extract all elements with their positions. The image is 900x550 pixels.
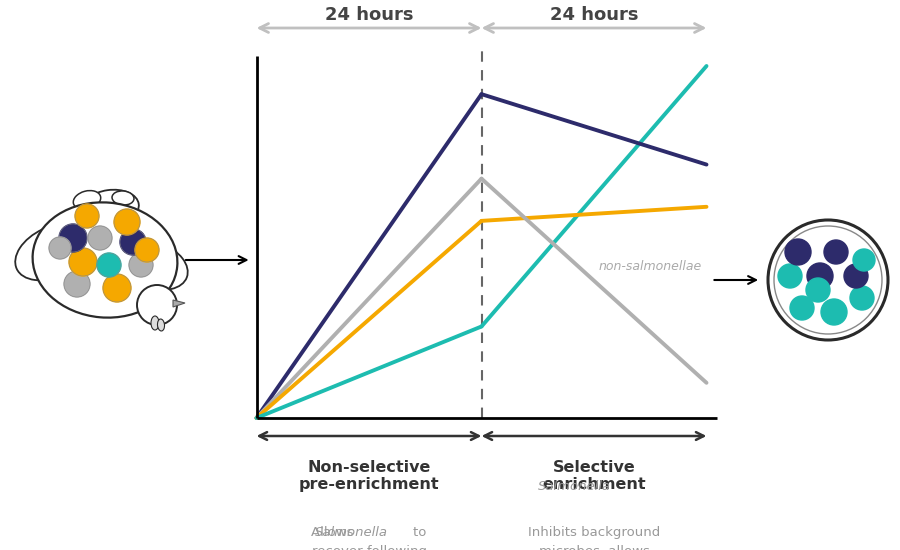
Ellipse shape bbox=[73, 191, 101, 210]
Text: Non-selective
pre-enrichment: Non-selective pre-enrichment bbox=[299, 460, 439, 492]
Circle shape bbox=[821, 299, 847, 325]
Text: 24 hours: 24 hours bbox=[325, 6, 413, 24]
Circle shape bbox=[785, 239, 811, 265]
Circle shape bbox=[64, 271, 90, 297]
Circle shape bbox=[103, 274, 131, 302]
Ellipse shape bbox=[15, 224, 91, 280]
Polygon shape bbox=[173, 300, 185, 307]
Circle shape bbox=[114, 209, 140, 235]
Circle shape bbox=[850, 286, 874, 310]
Text: Inhibits background
microbes, allows
              to grow: Inhibits background microbes, allows to … bbox=[528, 526, 660, 550]
Ellipse shape bbox=[81, 190, 139, 226]
Circle shape bbox=[807, 263, 833, 289]
Circle shape bbox=[49, 237, 71, 259]
Text: Salmonella: Salmonella bbox=[314, 526, 388, 539]
Circle shape bbox=[844, 264, 868, 288]
Circle shape bbox=[75, 204, 99, 228]
Circle shape bbox=[59, 224, 87, 252]
Ellipse shape bbox=[158, 319, 165, 331]
Circle shape bbox=[97, 253, 121, 277]
Ellipse shape bbox=[118, 240, 188, 290]
Circle shape bbox=[88, 226, 112, 250]
Circle shape bbox=[135, 238, 159, 262]
Circle shape bbox=[806, 278, 830, 302]
Circle shape bbox=[824, 240, 848, 264]
Circle shape bbox=[853, 249, 875, 271]
Circle shape bbox=[768, 220, 888, 340]
Circle shape bbox=[778, 264, 802, 288]
Text: Salmonella: Salmonella bbox=[537, 480, 610, 493]
Text: non-salmonellae: non-salmonellae bbox=[598, 260, 701, 273]
Circle shape bbox=[69, 248, 97, 276]
Circle shape bbox=[120, 229, 146, 255]
Text: Selective
enrichment: Selective enrichment bbox=[542, 460, 646, 492]
Circle shape bbox=[137, 285, 177, 325]
Text: Allows              to
recover following
antimicrobial damage: Allows to recover following antimicrobia… bbox=[296, 526, 442, 550]
Circle shape bbox=[129, 253, 153, 277]
Circle shape bbox=[790, 296, 814, 320]
Ellipse shape bbox=[32, 202, 177, 318]
Ellipse shape bbox=[151, 316, 159, 330]
Text: 24 hours: 24 hours bbox=[550, 6, 638, 24]
Ellipse shape bbox=[112, 191, 134, 205]
